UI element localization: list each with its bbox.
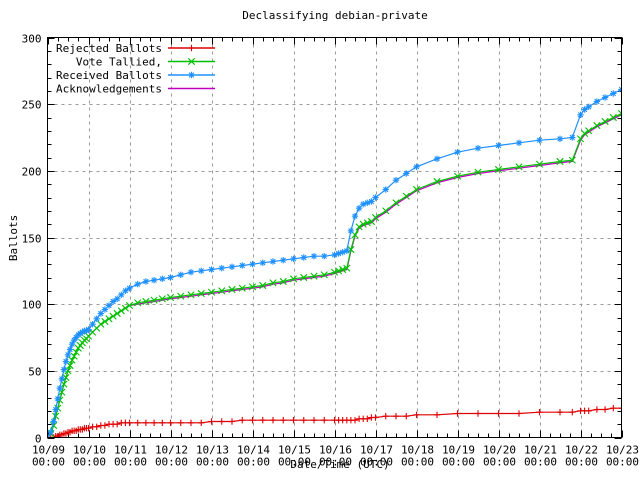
x-tick-label-time: 00:00 xyxy=(32,456,65,469)
x-tick-label-date: 10/18 xyxy=(401,444,434,457)
y-tick-label: 250 xyxy=(22,99,42,112)
x-tick-label-date: 10/15 xyxy=(278,444,311,457)
y-tick-label: 150 xyxy=(22,233,42,246)
x-tick-label-time: 00:00 xyxy=(196,456,229,469)
x-tick-label-time: 00:00 xyxy=(237,456,270,469)
x-tick-label-date: 10/09 xyxy=(32,444,65,457)
x-tick-label-date: 10/21 xyxy=(524,444,557,457)
x-tick-label-time: 00:00 xyxy=(483,456,516,469)
legend-sample-1 xyxy=(168,57,215,66)
x-tick-label-time: 00:00 xyxy=(401,456,434,469)
x-axis-ticks: 10/0900:0010/1000:0010/1100:0010/1200:00… xyxy=(32,37,639,469)
x-tick-label-date: 10/19 xyxy=(442,444,475,457)
y-axis-title-group: Ballots xyxy=(7,215,20,261)
y-tick-label: 0 xyxy=(35,433,42,446)
x-tick-label-time: 00:00 xyxy=(606,456,639,469)
legend-sample-0 xyxy=(168,44,215,52)
series-vote-tallied xyxy=(47,109,622,438)
y-tick-label: 50 xyxy=(28,366,41,379)
x-tick-label-time: 00:00 xyxy=(155,456,188,469)
y-axis-ticks: 0 50 100 150 200 250 300 xyxy=(22,33,622,446)
chart-title: Declassifying debian-private xyxy=(242,9,427,22)
x-tick-label-date: 10/23 xyxy=(606,444,639,457)
x-tick-label-date: 10/13 xyxy=(196,444,229,457)
x-tick-label-date: 10/12 xyxy=(155,444,188,457)
y-tick-label: 200 xyxy=(22,166,42,179)
x-tick-label-date: 10/14 xyxy=(237,444,270,457)
legend-label-1: Vote Tallied, xyxy=(76,56,162,69)
x-tick-label-time: 00:00 xyxy=(565,456,598,469)
y-axis-title: Ballots xyxy=(7,215,20,261)
legend-label-0: Rejected Ballots xyxy=(56,42,162,55)
series-rejected-ballots xyxy=(47,404,622,438)
x-tick-label-time: 00:00 xyxy=(73,456,106,469)
x-tick-label-date: 10/11 xyxy=(114,444,147,457)
legend-label-2: Received Ballots xyxy=(56,69,162,82)
y-tick-label: 300 xyxy=(22,33,42,46)
grid-lines xyxy=(47,37,622,438)
series-received-ballots xyxy=(47,86,622,438)
x-tick-label-date: 10/17 xyxy=(360,444,393,457)
legend-sample-2 xyxy=(168,71,215,79)
y-tick-label: 100 xyxy=(22,299,42,312)
x-tick-label-time: 00:00 xyxy=(114,456,147,469)
x-axis-title: Date/Time (UTC) xyxy=(290,458,389,471)
x-tick-label-time: 00:00 xyxy=(524,456,557,469)
x-tick-label-date: 10/16 xyxy=(319,444,352,457)
plot-frame xyxy=(47,37,622,438)
x-tick-label-date: 10/20 xyxy=(483,444,516,457)
series-layer xyxy=(47,86,622,438)
x-tick-label-date: 10/10 xyxy=(73,444,106,457)
x-tick-label-time: 00:00 xyxy=(360,456,393,469)
x-tick-label-time: 00:00 xyxy=(319,456,352,469)
legend-label-3: Acknowledgements xyxy=(56,83,162,96)
x-tick-label-time: 00:00 xyxy=(442,456,475,469)
x-tick-label-date: 10/22 xyxy=(565,444,598,457)
x-tick-label-time: 00:00 xyxy=(278,456,311,469)
